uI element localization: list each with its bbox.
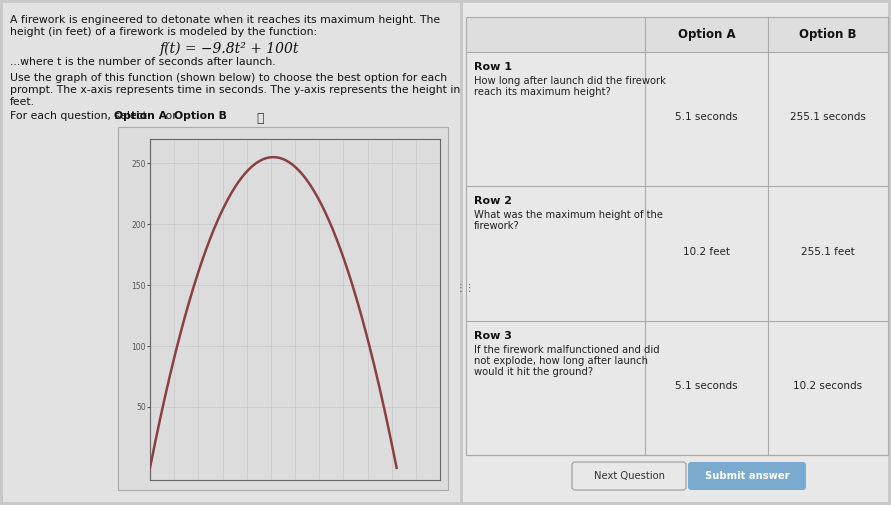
Text: reach its maximum height?: reach its maximum height? bbox=[474, 87, 610, 97]
Text: ⌕: ⌕ bbox=[256, 112, 264, 125]
Text: feet.: feet. bbox=[10, 97, 35, 107]
Text: ⋮⋮: ⋮⋮ bbox=[456, 283, 476, 293]
Text: .: . bbox=[223, 111, 226, 121]
Text: How long after launch did the firework: How long after launch did the firework bbox=[474, 76, 666, 86]
Text: Option A: Option A bbox=[678, 28, 735, 41]
Text: prompt. The x-axis represents time in seconds. The y-axis represents the height : prompt. The x-axis represents time in se… bbox=[10, 85, 461, 95]
Bar bbox=[466, 17, 888, 52]
Text: ...where t is the number of seconds after launch.: ...where t is the number of seconds afte… bbox=[10, 57, 275, 67]
Text: 10.2 seconds: 10.2 seconds bbox=[794, 381, 862, 391]
Bar bbox=[118, 127, 448, 490]
Text: 10.2 feet: 10.2 feet bbox=[683, 246, 730, 257]
FancyBboxPatch shape bbox=[572, 462, 686, 490]
Text: Option B: Option B bbox=[174, 111, 227, 121]
Text: height (in feet) of a firework is modeled by the function:: height (in feet) of a firework is modele… bbox=[10, 27, 317, 37]
Bar bbox=[463, 3, 888, 502]
Text: 255.1 seconds: 255.1 seconds bbox=[790, 112, 866, 122]
Bar bbox=[3, 3, 460, 502]
Text: Option B: Option B bbox=[799, 28, 857, 41]
Text: Next Question: Next Question bbox=[593, 471, 665, 481]
Text: Row 3: Row 3 bbox=[474, 331, 511, 341]
Text: What was the maximum height of the: What was the maximum height of the bbox=[474, 211, 663, 220]
Text: 5.1 seconds: 5.1 seconds bbox=[675, 112, 738, 122]
Text: or: or bbox=[162, 111, 180, 121]
Bar bbox=[466, 17, 888, 455]
Text: 255.1 feet: 255.1 feet bbox=[801, 246, 854, 257]
Text: Row 1: Row 1 bbox=[474, 62, 512, 72]
Text: firework?: firework? bbox=[474, 221, 519, 231]
FancyBboxPatch shape bbox=[688, 462, 806, 490]
Text: Option A: Option A bbox=[114, 111, 167, 121]
Text: not explode, how long after launch: not explode, how long after launch bbox=[474, 356, 648, 366]
Text: would it hit the ground?: would it hit the ground? bbox=[474, 367, 593, 377]
Text: If the firework malfunctioned and did: If the firework malfunctioned and did bbox=[474, 345, 659, 355]
Text: Submit answer: Submit answer bbox=[705, 471, 789, 481]
Text: For each question, select: For each question, select bbox=[10, 111, 151, 121]
Text: Row 2: Row 2 bbox=[474, 196, 512, 207]
Text: Use the graph of this function (shown below) to choose the best option for each: Use the graph of this function (shown be… bbox=[10, 73, 447, 83]
Text: 5.1 seconds: 5.1 seconds bbox=[675, 381, 738, 391]
Text: A firework is engineered to detonate when it reaches its maximum height. The: A firework is engineered to detonate whe… bbox=[10, 15, 440, 25]
Text: f(t) = −9.8t² + 100t: f(t) = −9.8t² + 100t bbox=[160, 42, 299, 57]
